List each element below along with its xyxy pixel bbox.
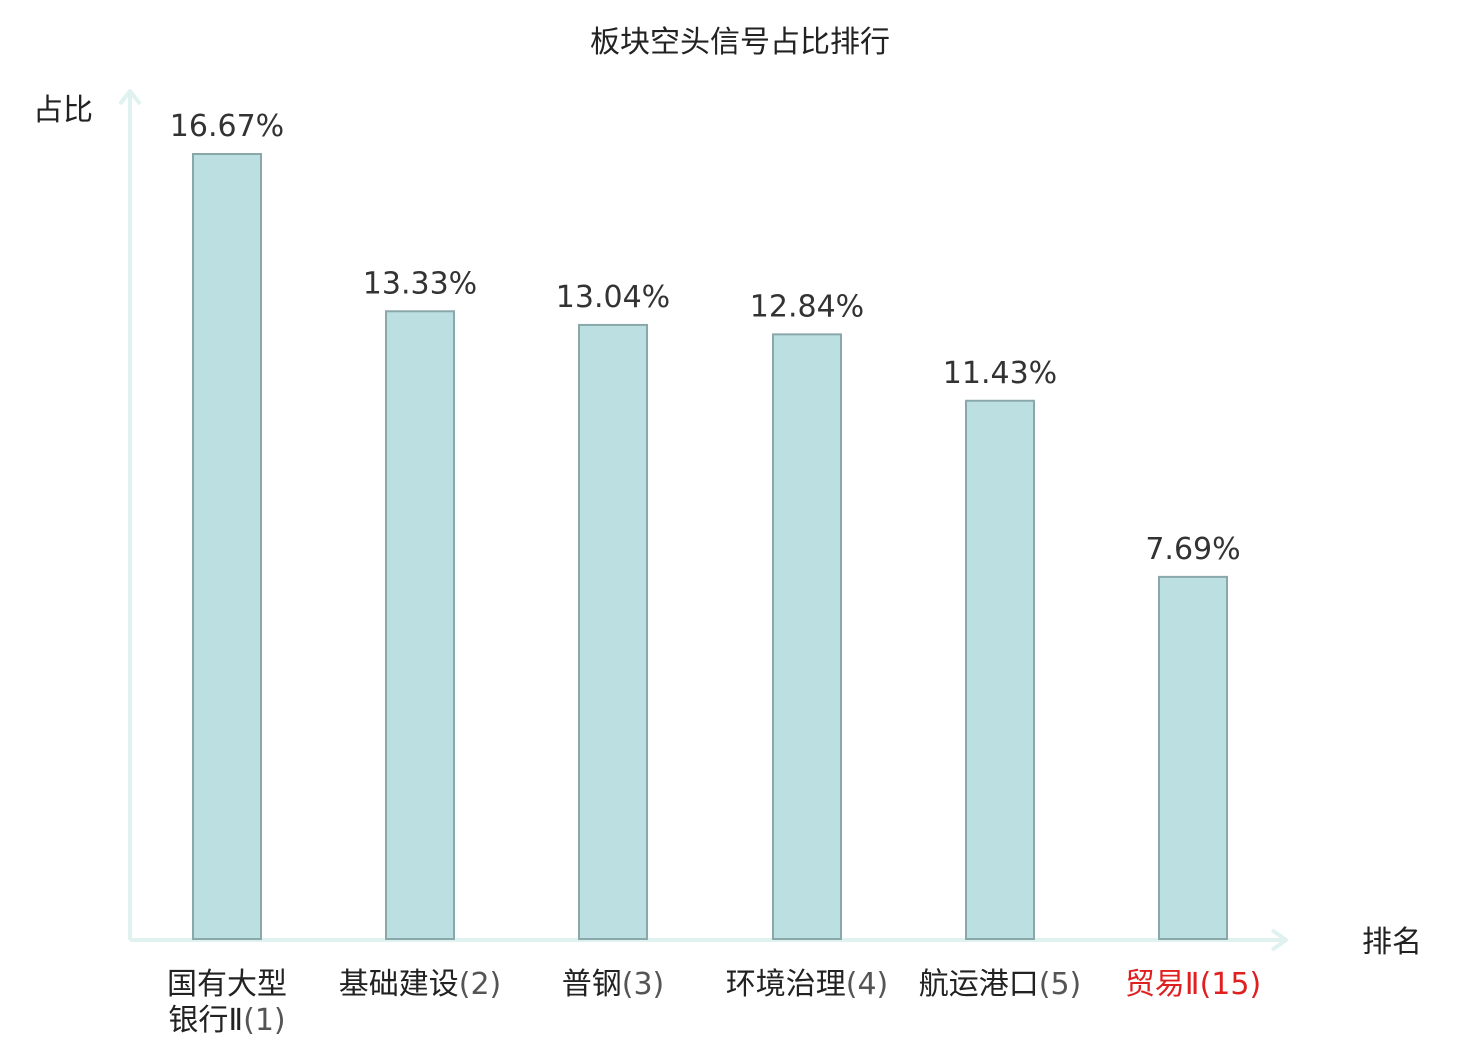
category-rank: (2) bbox=[459, 967, 502, 1002]
category-name-line: 银行Ⅱ bbox=[168, 1003, 243, 1038]
bar-1 bbox=[192, 153, 262, 940]
category-label-3: 普钢(3) bbox=[562, 967, 665, 1002]
value-label-4: 12.84% bbox=[750, 289, 864, 324]
category-name-line: 环境治理 bbox=[726, 967, 846, 1002]
x-axis-arrow bbox=[1270, 928, 1288, 952]
bar-2 bbox=[385, 310, 455, 940]
category-rank: (1) bbox=[243, 1003, 286, 1038]
y-axis-label: 占比 bbox=[33, 93, 93, 128]
category-name-line: 贸易Ⅱ bbox=[1125, 967, 1200, 1002]
category-labels-group: 国有大型银行Ⅱ(1)基础建设(2) 普钢(3) 环境治理(4) 航运港口(5) 贸易Ⅱ(… bbox=[167, 967, 1261, 1038]
category-label-5: 航运港口(5) bbox=[919, 967, 1082, 1002]
bar-3 bbox=[578, 323, 648, 940]
category-label-6: 贸易Ⅱ(15) bbox=[1125, 967, 1261, 1002]
axes: 占比 排名 bbox=[33, 89, 1422, 960]
value-label-6: 7.69% bbox=[1145, 532, 1240, 567]
category-name-line: 国有大型 bbox=[167, 967, 287, 1002]
y-axis-arrow bbox=[118, 89, 142, 106]
category-rank: (3) bbox=[622, 967, 665, 1002]
category-label-1: 国有大型银行Ⅱ(1) bbox=[167, 967, 287, 1038]
category-rank: (15) bbox=[1200, 967, 1262, 1002]
category-label-2: 基础建设(2) bbox=[339, 967, 502, 1002]
category-label-4: 环境治理(4) bbox=[726, 967, 889, 1002]
value-labels-group: 16.67% 13.33% 13.04% 12.84% 11.43% 7.69% bbox=[170, 109, 1241, 567]
bars-group bbox=[192, 153, 1228, 940]
category-rank: (4) bbox=[846, 967, 889, 1002]
category-rank: (5) bbox=[1039, 967, 1082, 1002]
value-label-1: 16.67% bbox=[170, 109, 284, 144]
chart-title: 板块空头信号占比排行 bbox=[590, 25, 890, 60]
bar-5 bbox=[965, 399, 1035, 940]
category-name-line: 普钢 bbox=[562, 967, 622, 1002]
value-label-3: 13.04% bbox=[556, 280, 670, 315]
category-name-line: 航运港口 bbox=[919, 967, 1039, 1002]
value-label-2: 13.33% bbox=[363, 266, 477, 301]
category-name-line: 基础建设 bbox=[339, 967, 459, 1002]
x-axis-label: 排名 bbox=[1362, 925, 1422, 960]
value-label-5: 11.43% bbox=[943, 356, 1057, 391]
bar-6 bbox=[1158, 575, 1228, 940]
bar-4 bbox=[772, 333, 842, 940]
